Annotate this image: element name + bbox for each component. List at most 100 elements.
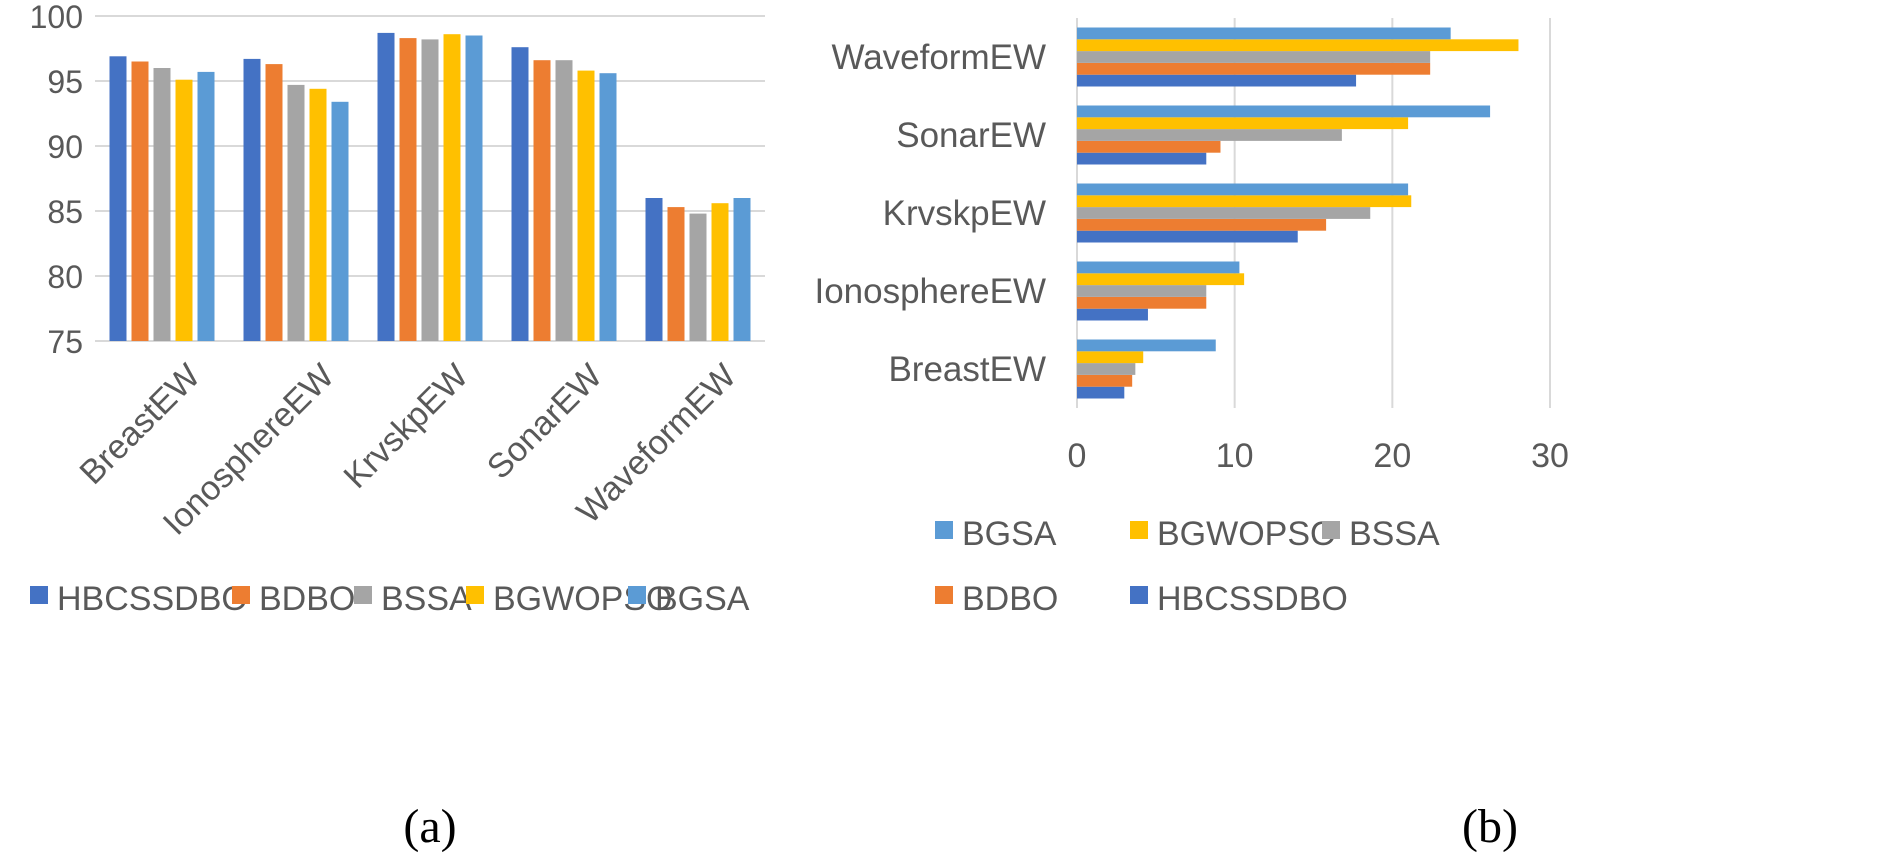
chart-a-x-tick-label: SonarEW bbox=[480, 357, 610, 487]
chart-b-bar bbox=[1077, 308, 1148, 321]
chart-a-bar bbox=[667, 207, 685, 341]
chart-a-bar bbox=[175, 79, 193, 341]
chart-b-bar bbox=[1077, 273, 1245, 286]
chart-b-y-tick-label: IonosphereEW bbox=[814, 272, 1046, 311]
chart-a-bar bbox=[577, 70, 595, 341]
chart-b-y-tick-label: SonarEW bbox=[896, 116, 1046, 155]
chart-b-bar bbox=[1077, 195, 1412, 208]
chart-b-legend-label: BGWOPSO bbox=[1157, 515, 1336, 553]
chart-b-bar bbox=[1077, 39, 1519, 52]
chart-b-bar bbox=[1077, 105, 1491, 118]
chart-a-y-axis: 75 80 85 90 95 100 bbox=[30, 0, 83, 360]
chart-a-y-tick-label: 90 bbox=[47, 129, 83, 165]
chart-b-legend-swatch bbox=[1130, 521, 1148, 539]
chart-b-y-tick-label: WaveformEW bbox=[831, 38, 1046, 77]
chart-a-bar bbox=[287, 84, 305, 342]
chart-a-bar bbox=[421, 39, 439, 342]
chart-b-legend-swatch bbox=[935, 521, 953, 539]
chart-a-y-tick-label: 80 bbox=[47, 259, 83, 295]
chart-a-bar bbox=[265, 64, 283, 341]
chart-a: 75 80 85 90 95 100 BreastEWIonosphereEWKrvskp… bbox=[30, 0, 765, 618]
chart-a-bar bbox=[533, 60, 551, 341]
chart-a-bar bbox=[331, 101, 349, 341]
chart-b-bar bbox=[1077, 74, 1357, 87]
chart-b-legend: BGSA BGWOPSO BSSA BDBO HBCSSDBO bbox=[935, 515, 1440, 618]
chart-a-x-tick-label: KrvskpEW bbox=[337, 357, 476, 496]
chart-b-bar bbox=[1077, 183, 1409, 196]
chart-a-bars bbox=[109, 32, 751, 342]
chart-b-bar bbox=[1077, 296, 1207, 309]
chart-b-bar bbox=[1077, 351, 1144, 364]
caption-b: (b) bbox=[1462, 800, 1518, 853]
chart-a-bar bbox=[197, 71, 215, 342]
chart-a-y-tick-label: 95 bbox=[47, 64, 83, 100]
chart-b-legend-label: BSSA bbox=[1349, 515, 1440, 553]
chart-a-legend-label: BDBO bbox=[259, 580, 355, 618]
chart-b-bar bbox=[1077, 62, 1431, 75]
chart-a-y-tick-label: 100 bbox=[30, 0, 83, 35]
chart-a-bar bbox=[689, 213, 707, 341]
chart-b-bar bbox=[1077, 140, 1221, 153]
chart-a-x-tick-label: BreastEW bbox=[73, 357, 208, 492]
chart-a-bar bbox=[131, 61, 149, 341]
chart-b: BreastEW IonosphereEW KrvskpEW SonarEW Wavef… bbox=[814, 18, 1569, 618]
chart-b-x-tick-label: 10 bbox=[1216, 437, 1254, 475]
chart-a-bar bbox=[109, 56, 127, 342]
chart-a-legend-swatch bbox=[354, 586, 372, 604]
chart-a-bar bbox=[645, 198, 663, 341]
chart-b-bar bbox=[1077, 117, 1409, 130]
chart-b-x-tick-label: 0 bbox=[1068, 437, 1087, 475]
chart-b-x-tick-label: 30 bbox=[1531, 437, 1569, 475]
chart-a-legend-label: HBCSSDBO bbox=[57, 580, 248, 618]
chart-a-legend-swatch bbox=[30, 586, 48, 604]
chart-b-bar bbox=[1077, 207, 1371, 219]
chart-b-legend-swatch bbox=[935, 586, 953, 604]
chart-a-bar bbox=[399, 38, 417, 341]
chart-a-bar bbox=[443, 34, 461, 341]
chart-b-x-tick-label: 20 bbox=[1373, 437, 1411, 475]
chart-a-legend-label: BGSA bbox=[655, 580, 750, 618]
chart-a-legend-swatch bbox=[466, 586, 484, 604]
chart-b-value-axis: 0 10 20 30 bbox=[1068, 437, 1569, 475]
chart-b-legend-swatch bbox=[1322, 521, 1340, 539]
chart-a-bar bbox=[711, 203, 729, 341]
chart-b-bar bbox=[1077, 386, 1125, 399]
chart-a-bar bbox=[153, 68, 171, 341]
chart-b-category-axis: BreastEW IonosphereEW KrvskpEW SonarEW Wavef… bbox=[814, 38, 1046, 389]
chart-b-legend-label: BGSA bbox=[962, 515, 1057, 553]
chart-a-legend-label: BSSA bbox=[381, 580, 472, 618]
chart-b-bar bbox=[1077, 51, 1431, 63]
chart-b-legend-label: BDBO bbox=[962, 580, 1058, 618]
chart-b-bar bbox=[1077, 285, 1207, 297]
chart-a-bar bbox=[599, 73, 617, 341]
chart-a-bar bbox=[511, 47, 529, 341]
chart-a-bar bbox=[309, 88, 327, 341]
chart-b-legend-label: HBCSSDBO bbox=[1157, 580, 1348, 618]
chart-b-bar bbox=[1077, 261, 1240, 274]
chart-b-legend-swatch bbox=[1130, 586, 1148, 604]
chart-b-bar bbox=[1077, 363, 1136, 375]
chart-b-bar bbox=[1077, 374, 1133, 387]
chart-b-bar bbox=[1077, 339, 1216, 352]
chart-a-y-tick-label: 75 bbox=[47, 324, 83, 360]
chart-b-bar bbox=[1077, 218, 1327, 231]
chart-b-y-tick-label: BreastEW bbox=[888, 350, 1046, 389]
chart-b-bar bbox=[1077, 230, 1298, 243]
chart-a-legend-swatch bbox=[232, 586, 250, 604]
caption-a: (a) bbox=[403, 800, 456, 853]
chart-a-y-tick-label: 85 bbox=[47, 194, 83, 230]
chart-a-bar bbox=[243, 58, 261, 342]
chart-b-y-tick-label: KrvskpEW bbox=[883, 194, 1046, 233]
chart-b-bars bbox=[1077, 27, 1519, 399]
chart-a-bar bbox=[555, 60, 573, 341]
chart-a-bar bbox=[377, 32, 395, 342]
chart-b-bar bbox=[1077, 152, 1207, 165]
chart-a-bar bbox=[465, 35, 483, 341]
chart-b-bar bbox=[1077, 27, 1451, 40]
chart-a-legend-swatch bbox=[628, 586, 646, 604]
chart-b-bar bbox=[1077, 129, 1342, 141]
chart-a-bar bbox=[733, 198, 751, 341]
